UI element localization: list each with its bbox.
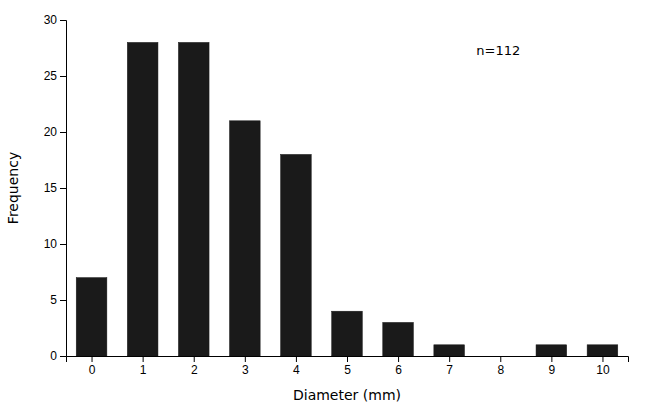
tick-mark [296,356,297,362]
tick-mark [92,356,93,362]
bar [434,345,465,356]
bar [332,311,363,356]
tick-label: 3 [242,363,249,377]
tick: 3 [242,356,249,377]
x-axis-title: Diameter (mm) [293,387,401,403]
tick: 9 [549,356,556,377]
bar [76,278,107,356]
annotation: n=112 [476,43,520,58]
tick-label: 15 [44,181,58,195]
plot-area: 0 1 2 3 4 5 6 7 8 9 10 0 5 10 15 20 25 30 n=112 [44,13,629,376]
bar [536,345,567,356]
tick: 2 [191,356,198,377]
tick-label: 7 [446,363,453,377]
tick-mark [60,356,66,357]
tick-mark [602,356,603,362]
tick-mark [60,300,66,301]
tick-mark [449,356,450,362]
tick-label: 2 [191,363,198,377]
bar [229,121,260,356]
tick-label: 1 [140,363,147,377]
tick-label: 10 [44,237,58,251]
tick-mark [60,244,66,245]
tick-label: 9 [549,363,556,377]
tick-mark [398,356,399,362]
tick-mark [60,76,66,77]
tick-label: 20 [44,125,58,139]
tick-label: 5 [344,363,351,377]
tick: 8 [497,356,504,377]
tick: 1 [140,356,147,377]
tick-mark [60,188,66,189]
tick-label: 0 [50,349,57,363]
tick-mark [194,356,195,362]
tick: 6 [395,356,402,377]
tick: 4 [293,356,300,377]
bar [485,356,516,357]
tick-mark [60,132,66,133]
y-axis-title: Frequency [5,152,21,224]
tick-mark [60,20,66,21]
bar [587,345,618,356]
tick: 10 [596,356,610,377]
y-axis: 0 5 10 15 20 25 30 [44,13,67,363]
tick-label: 25 [44,69,58,83]
tick-label: 10 [596,363,610,377]
chart: 0 1 2 3 4 5 6 7 8 9 10 0 5 10 15 20 25 30 n=112 Diameter (m… [0,0,652,412]
tick: 20 [44,125,66,139]
tick: 15 [44,181,66,195]
tick: 5 [344,356,351,377]
bar [383,322,414,356]
bars [76,42,618,356]
tick: 7 [446,356,453,377]
axis-line [60,21,67,357]
bar [281,154,312,356]
tick: 30 [44,13,66,27]
tick-mark [500,356,501,362]
tick-mark [347,356,348,362]
tick: 25 [44,69,66,83]
tick-label: 8 [497,363,504,377]
tick-label: 4 [293,363,300,377]
bar [127,42,158,356]
tick: 5 [50,293,66,307]
tick-mark [143,356,144,362]
x-axis: 0 1 2 3 4 5 6 7 8 9 10 [67,356,629,377]
bar [178,42,209,356]
tick-mark [551,356,552,362]
tick-label: 6 [395,363,402,377]
tick-label: 30 [44,13,58,27]
tick-label: 0 [89,363,96,377]
tick: 10 [44,237,66,251]
tick: 0 [50,349,66,363]
axis-line [67,357,629,363]
tick: 0 [89,356,96,377]
tick-mark [245,356,246,362]
tick-label: 5 [50,293,57,307]
